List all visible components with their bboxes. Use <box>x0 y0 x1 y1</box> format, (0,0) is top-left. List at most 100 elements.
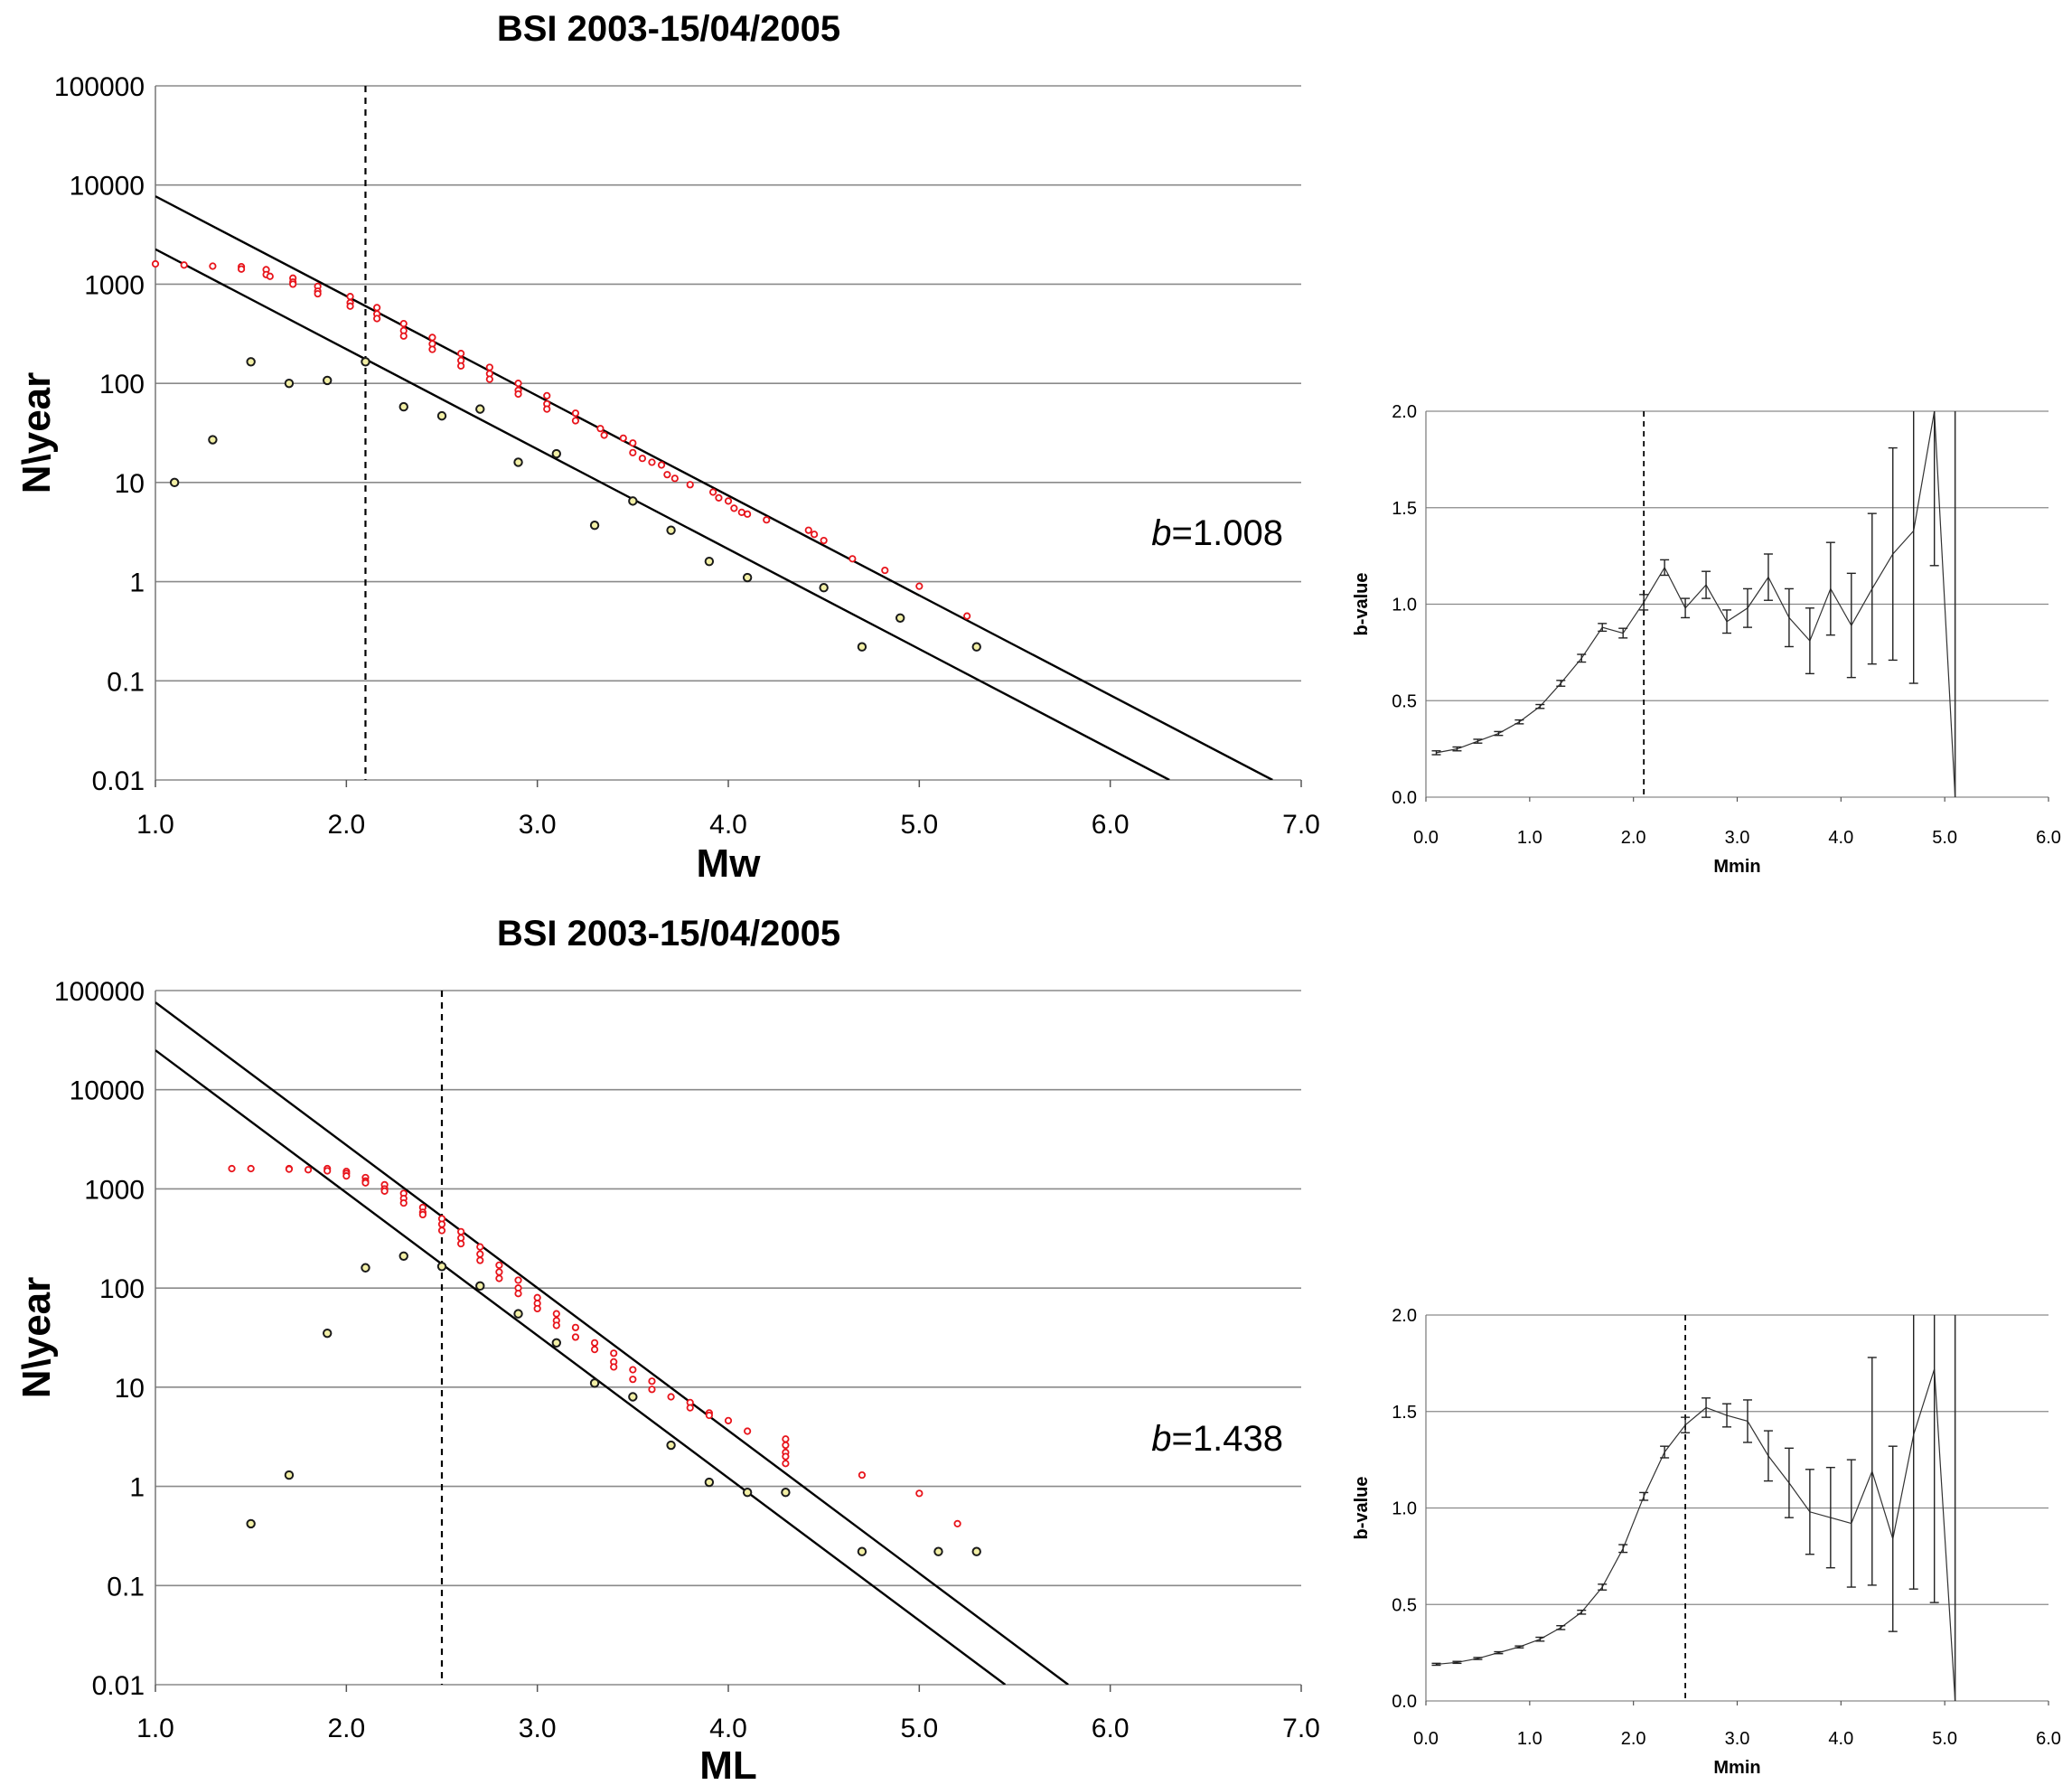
cumulative-point <box>180 261 188 269</box>
cumulative-point <box>514 1276 522 1284</box>
incremental-point <box>436 410 447 421</box>
gutenberg-richter-fit-line <box>155 248 1170 780</box>
cumulative-point <box>657 461 666 469</box>
cumulative-point <box>399 319 408 328</box>
y-tick-label: 10000 <box>70 172 145 202</box>
x-tick-label: 7.0 <box>1282 810 1320 840</box>
incremental-point <box>971 1546 981 1556</box>
x-tick-label: 2.0 <box>1621 828 1646 848</box>
cumulative-point <box>820 536 828 545</box>
y-tick-label: 1 <box>129 1473 145 1503</box>
cumulative-point <box>304 1166 313 1174</box>
incremental-point <box>857 642 867 652</box>
cumulative-point <box>342 1172 351 1180</box>
cumulative-point <box>744 510 752 518</box>
cumulative-point <box>571 1323 580 1331</box>
gutenberg-richter-fit-line <box>155 195 1273 780</box>
x-tick-label: 0.0 <box>1413 1729 1439 1749</box>
cumulative-point <box>495 1268 503 1276</box>
x-tick-label: 5.0 <box>1932 828 1957 848</box>
cumulative-point <box>457 1234 465 1242</box>
incremental-point <box>169 477 180 488</box>
cumulative-point <box>543 405 551 413</box>
cumulative-point <box>457 350 465 358</box>
y-tick-label: 100000 <box>54 72 145 102</box>
cumulative-point <box>648 1377 656 1386</box>
incremental-point <box>589 1378 600 1388</box>
y-axis-label: N\year <box>14 372 59 494</box>
cumulative-point <box>323 1167 332 1175</box>
incremental-point <box>513 1309 523 1319</box>
x-tick-label: 6.0 <box>1092 810 1130 840</box>
cumulative-point <box>373 315 381 323</box>
cumulative-point <box>571 1333 580 1341</box>
cumulative-point <box>346 302 354 310</box>
cumulative-point <box>476 1243 484 1251</box>
incremental-point <box>551 1338 561 1348</box>
incremental-point <box>323 1328 333 1339</box>
y-tick-label: 1.0 <box>1392 596 1417 615</box>
b-value-annotation: b=1.008 <box>1151 513 1283 553</box>
cumulative-point <box>715 493 723 502</box>
y-tick-label: 0.01 <box>92 766 145 796</box>
y-tick-label: 0.5 <box>1392 691 1417 711</box>
x-tick-label: 6.0 <box>1092 1714 1130 1743</box>
cumulative-point <box>848 555 857 563</box>
cumulative-point <box>428 334 436 342</box>
incremental-point <box>208 435 218 445</box>
cumulative-point <box>629 1376 637 1384</box>
y-tick-label: 10 <box>115 469 145 499</box>
chart-title: BSI 2003-15/04/2005 <box>497 914 840 954</box>
cumulative-point <box>552 1321 560 1329</box>
cumulative-point <box>571 417 580 425</box>
x-tick-label: 1.0 <box>1517 1729 1542 1749</box>
cumulative-point <box>428 345 436 353</box>
cumulative-point <box>600 431 608 439</box>
incremental-point <box>398 401 408 412</box>
y-tick-label: 1000 <box>84 1175 145 1205</box>
y-tick-label: 10000 <box>70 1076 145 1106</box>
incremental-point <box>781 1488 791 1498</box>
x-tick-label: 2.0 <box>327 810 365 840</box>
cumulative-point <box>610 1363 618 1371</box>
cumulative-point <box>514 1290 522 1298</box>
cumulative-point <box>285 1165 294 1173</box>
cumulative-point <box>686 1404 694 1412</box>
cumulative-point <box>380 1187 389 1195</box>
chart-gr-mw: 0.01 0.1 1 10 100 1000 10000 100000 1.0 2.0 3.0 4.0… <box>14 9 1320 886</box>
incremental-point <box>628 496 638 506</box>
b-value-text: =1.008 <box>1172 513 1283 553</box>
incremental-point <box>323 375 333 386</box>
x-tick-label: 4.0 <box>709 810 747 840</box>
cumulative-point <box>810 531 819 539</box>
cumulative-point <box>361 1179 370 1187</box>
cumulative-point <box>963 612 971 620</box>
cumulative-point <box>782 1441 790 1450</box>
x-axis-label: Mw <box>697 841 762 886</box>
x-tick-label: 2.0 <box>327 1714 365 1743</box>
y-tick-label: 10 <box>115 1374 145 1404</box>
cumulative-point <box>744 1427 752 1435</box>
cumulative-point <box>596 425 605 433</box>
x-tick-label: 5.0 <box>1932 1729 1957 1749</box>
y-tick-label: 1.5 <box>1392 499 1417 519</box>
cumulative-point <box>228 1164 236 1173</box>
incremental-point <box>666 525 676 535</box>
cumulative-point <box>495 1274 503 1282</box>
cumulative-point <box>590 1339 599 1347</box>
incremental-point <box>513 457 523 467</box>
incremental-point <box>361 357 370 367</box>
cumulative-point <box>648 458 656 466</box>
cumulative-point <box>730 504 738 512</box>
cumulative-point <box>708 488 717 496</box>
incremental-point <box>475 1281 485 1292</box>
y-tick-label: 2.0 <box>1392 402 1417 422</box>
cumulative-point <box>629 439 637 447</box>
cumulative-point <box>247 1164 255 1173</box>
cumulative-point <box>266 272 274 280</box>
cumulative-point <box>610 1349 618 1358</box>
incremental-point <box>819 583 829 593</box>
x-tick-label: 4.0 <box>709 1714 747 1743</box>
gutenberg-richter-fit-line <box>155 1049 1007 1685</box>
cumulative-point <box>457 1227 465 1235</box>
